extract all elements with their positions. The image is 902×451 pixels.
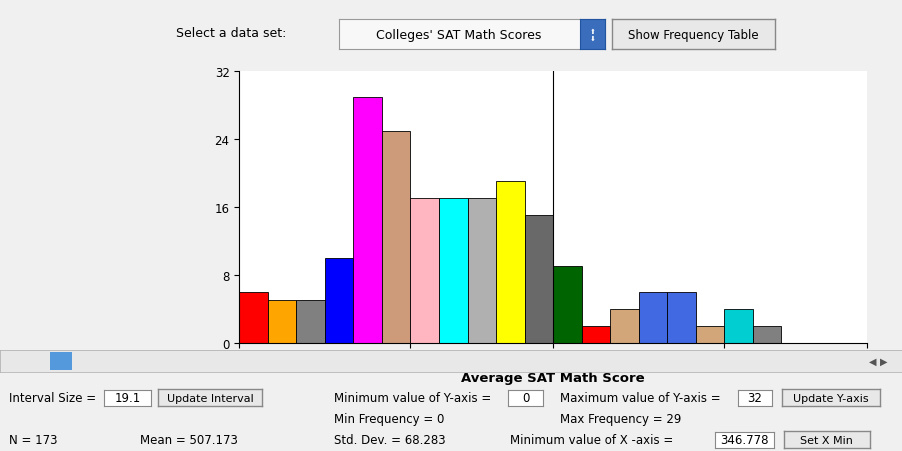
- Bar: [410, 199, 438, 343]
- Text: Max Frequency = 29: Max Frequency = 29: [559, 412, 680, 424]
- Text: Maximum value of Y-axis =: Maximum value of Y-axis =: [559, 391, 720, 404]
- Text: ◀: ◀: [868, 356, 875, 366]
- Bar: [239, 292, 268, 343]
- Bar: [581, 326, 610, 343]
- Bar: [552, 267, 581, 343]
- Bar: [638, 292, 667, 343]
- Text: 32: 32: [747, 391, 761, 404]
- Text: Std. Dev. = 68.283: Std. Dev. = 68.283: [334, 433, 446, 446]
- Text: ⬆
⬇: ⬆ ⬇: [589, 28, 594, 41]
- Text: Minimum value of Y-axis =: Minimum value of Y-axis =: [334, 391, 491, 404]
- Bar: [667, 292, 695, 343]
- Bar: [382, 131, 410, 343]
- Text: Colleges' SAT Math Scores: Colleges' SAT Math Scores: [376, 28, 541, 41]
- Text: Set X Min: Set X Min: [799, 435, 852, 445]
- Bar: [467, 199, 495, 343]
- Bar: [495, 182, 524, 343]
- Bar: [524, 216, 552, 343]
- Bar: [353, 97, 382, 343]
- Text: Minimum value of X -axis =: Minimum value of X -axis =: [510, 433, 673, 446]
- Text: 0: 0: [521, 391, 529, 404]
- Text: Min Frequency = 0: Min Frequency = 0: [334, 412, 444, 424]
- Text: Select a data set:: Select a data set:: [176, 28, 286, 40]
- Text: ▶: ▶: [879, 356, 887, 366]
- Bar: [325, 258, 353, 343]
- Bar: [268, 300, 296, 343]
- Bar: [296, 300, 325, 343]
- Text: Show Frequency Table: Show Frequency Table: [628, 28, 758, 41]
- Text: Interval Size =: Interval Size =: [9, 391, 96, 404]
- Text: Update Y-axis: Update Y-axis: [792, 393, 868, 403]
- Bar: [695, 326, 723, 343]
- Text: 19.1: 19.1: [114, 391, 141, 404]
- Text: N = 173: N = 173: [9, 433, 58, 446]
- Bar: [752, 326, 780, 343]
- Bar: [438, 199, 467, 343]
- Bar: [610, 309, 638, 343]
- Text: Mean = 507.173: Mean = 507.173: [140, 433, 237, 446]
- Text: 346.778: 346.778: [720, 433, 768, 446]
- X-axis label: Average SAT Math Score: Average SAT Math Score: [461, 371, 644, 384]
- Text: Update Interval: Update Interval: [166, 393, 253, 403]
- Bar: [723, 309, 752, 343]
